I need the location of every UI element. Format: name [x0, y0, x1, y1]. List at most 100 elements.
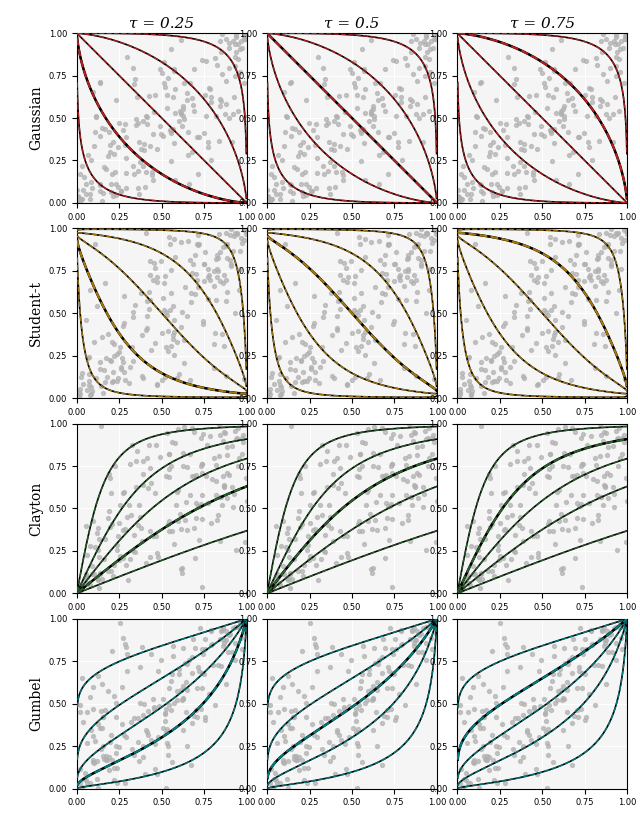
Point	[611, 51, 621, 64]
Point	[81, 773, 91, 786]
Point	[359, 136, 369, 149]
Point	[264, 391, 275, 404]
Point	[280, 335, 290, 349]
Point	[179, 281, 189, 294]
Point	[360, 173, 371, 187]
Point	[104, 505, 114, 518]
Point	[93, 573, 103, 586]
Point	[377, 666, 387, 679]
Point	[121, 181, 131, 194]
Point	[394, 268, 404, 281]
Point	[237, 431, 247, 444]
Point	[355, 681, 365, 695]
Point	[333, 285, 344, 298]
Point	[470, 237, 481, 251]
Point	[612, 227, 623, 240]
Point	[295, 471, 305, 485]
Point	[500, 316, 510, 330]
Point	[109, 689, 119, 702]
Point	[421, 544, 431, 557]
Point	[200, 246, 211, 259]
Point	[181, 676, 191, 689]
Point	[329, 697, 339, 710]
Point	[285, 722, 295, 735]
Point	[368, 447, 378, 460]
Point	[386, 431, 396, 444]
Point	[550, 232, 560, 245]
Point	[468, 515, 478, 528]
Point	[611, 306, 621, 320]
Point	[388, 427, 398, 441]
Point	[189, 288, 200, 301]
Point	[332, 321, 342, 334]
Point	[188, 98, 198, 111]
Point	[93, 572, 104, 585]
Point	[577, 580, 588, 593]
Point	[160, 80, 170, 93]
Point	[197, 488, 207, 501]
Point	[230, 636, 241, 649]
Point	[196, 666, 207, 680]
Point	[408, 435, 418, 448]
Point	[189, 470, 199, 483]
Point	[169, 62, 179, 76]
Point	[230, 28, 241, 42]
Point	[357, 668, 367, 681]
Point	[377, 469, 387, 482]
Point	[608, 135, 618, 149]
Point	[214, 632, 225, 646]
Point	[302, 348, 312, 361]
Point	[468, 755, 478, 769]
Point	[352, 88, 362, 101]
Point	[119, 366, 129, 379]
Point	[266, 193, 276, 206]
Point	[518, 740, 528, 753]
Point	[355, 304, 365, 317]
Point	[583, 135, 593, 149]
Point	[133, 116, 143, 129]
Point	[128, 354, 138, 367]
Point	[611, 60, 621, 73]
Point	[290, 276, 300, 290]
Point	[347, 326, 357, 339]
Point	[299, 774, 309, 787]
Point	[477, 330, 487, 344]
Point	[312, 167, 322, 180]
Point	[332, 725, 342, 739]
Point	[552, 371, 563, 384]
Point	[420, 306, 431, 320]
Point	[427, 447, 437, 461]
Point	[209, 264, 220, 277]
Point	[204, 496, 214, 509]
Point	[216, 491, 226, 504]
Point	[158, 129, 168, 143]
Point	[191, 267, 201, 281]
Point	[184, 447, 195, 461]
Point	[359, 65, 369, 78]
Point	[166, 42, 177, 56]
Point	[411, 227, 421, 240]
Point	[80, 766, 90, 779]
Point	[285, 567, 296, 580]
Point	[85, 388, 95, 402]
Point	[163, 309, 173, 322]
Point	[501, 117, 511, 130]
Point	[162, 736, 172, 749]
Point	[339, 173, 349, 186]
Point	[462, 383, 472, 397]
Point	[399, 362, 410, 375]
Point	[514, 182, 524, 195]
Point	[298, 135, 308, 149]
Point	[420, 90, 430, 104]
Point	[288, 710, 298, 724]
Point	[76, 370, 86, 383]
Point	[192, 274, 202, 287]
Point	[420, 37, 430, 51]
Point	[159, 56, 169, 69]
Point	[580, 88, 591, 101]
Point	[472, 572, 483, 585]
Point	[291, 753, 301, 766]
Point	[354, 231, 364, 244]
Point	[522, 452, 532, 465]
Point	[565, 447, 575, 461]
